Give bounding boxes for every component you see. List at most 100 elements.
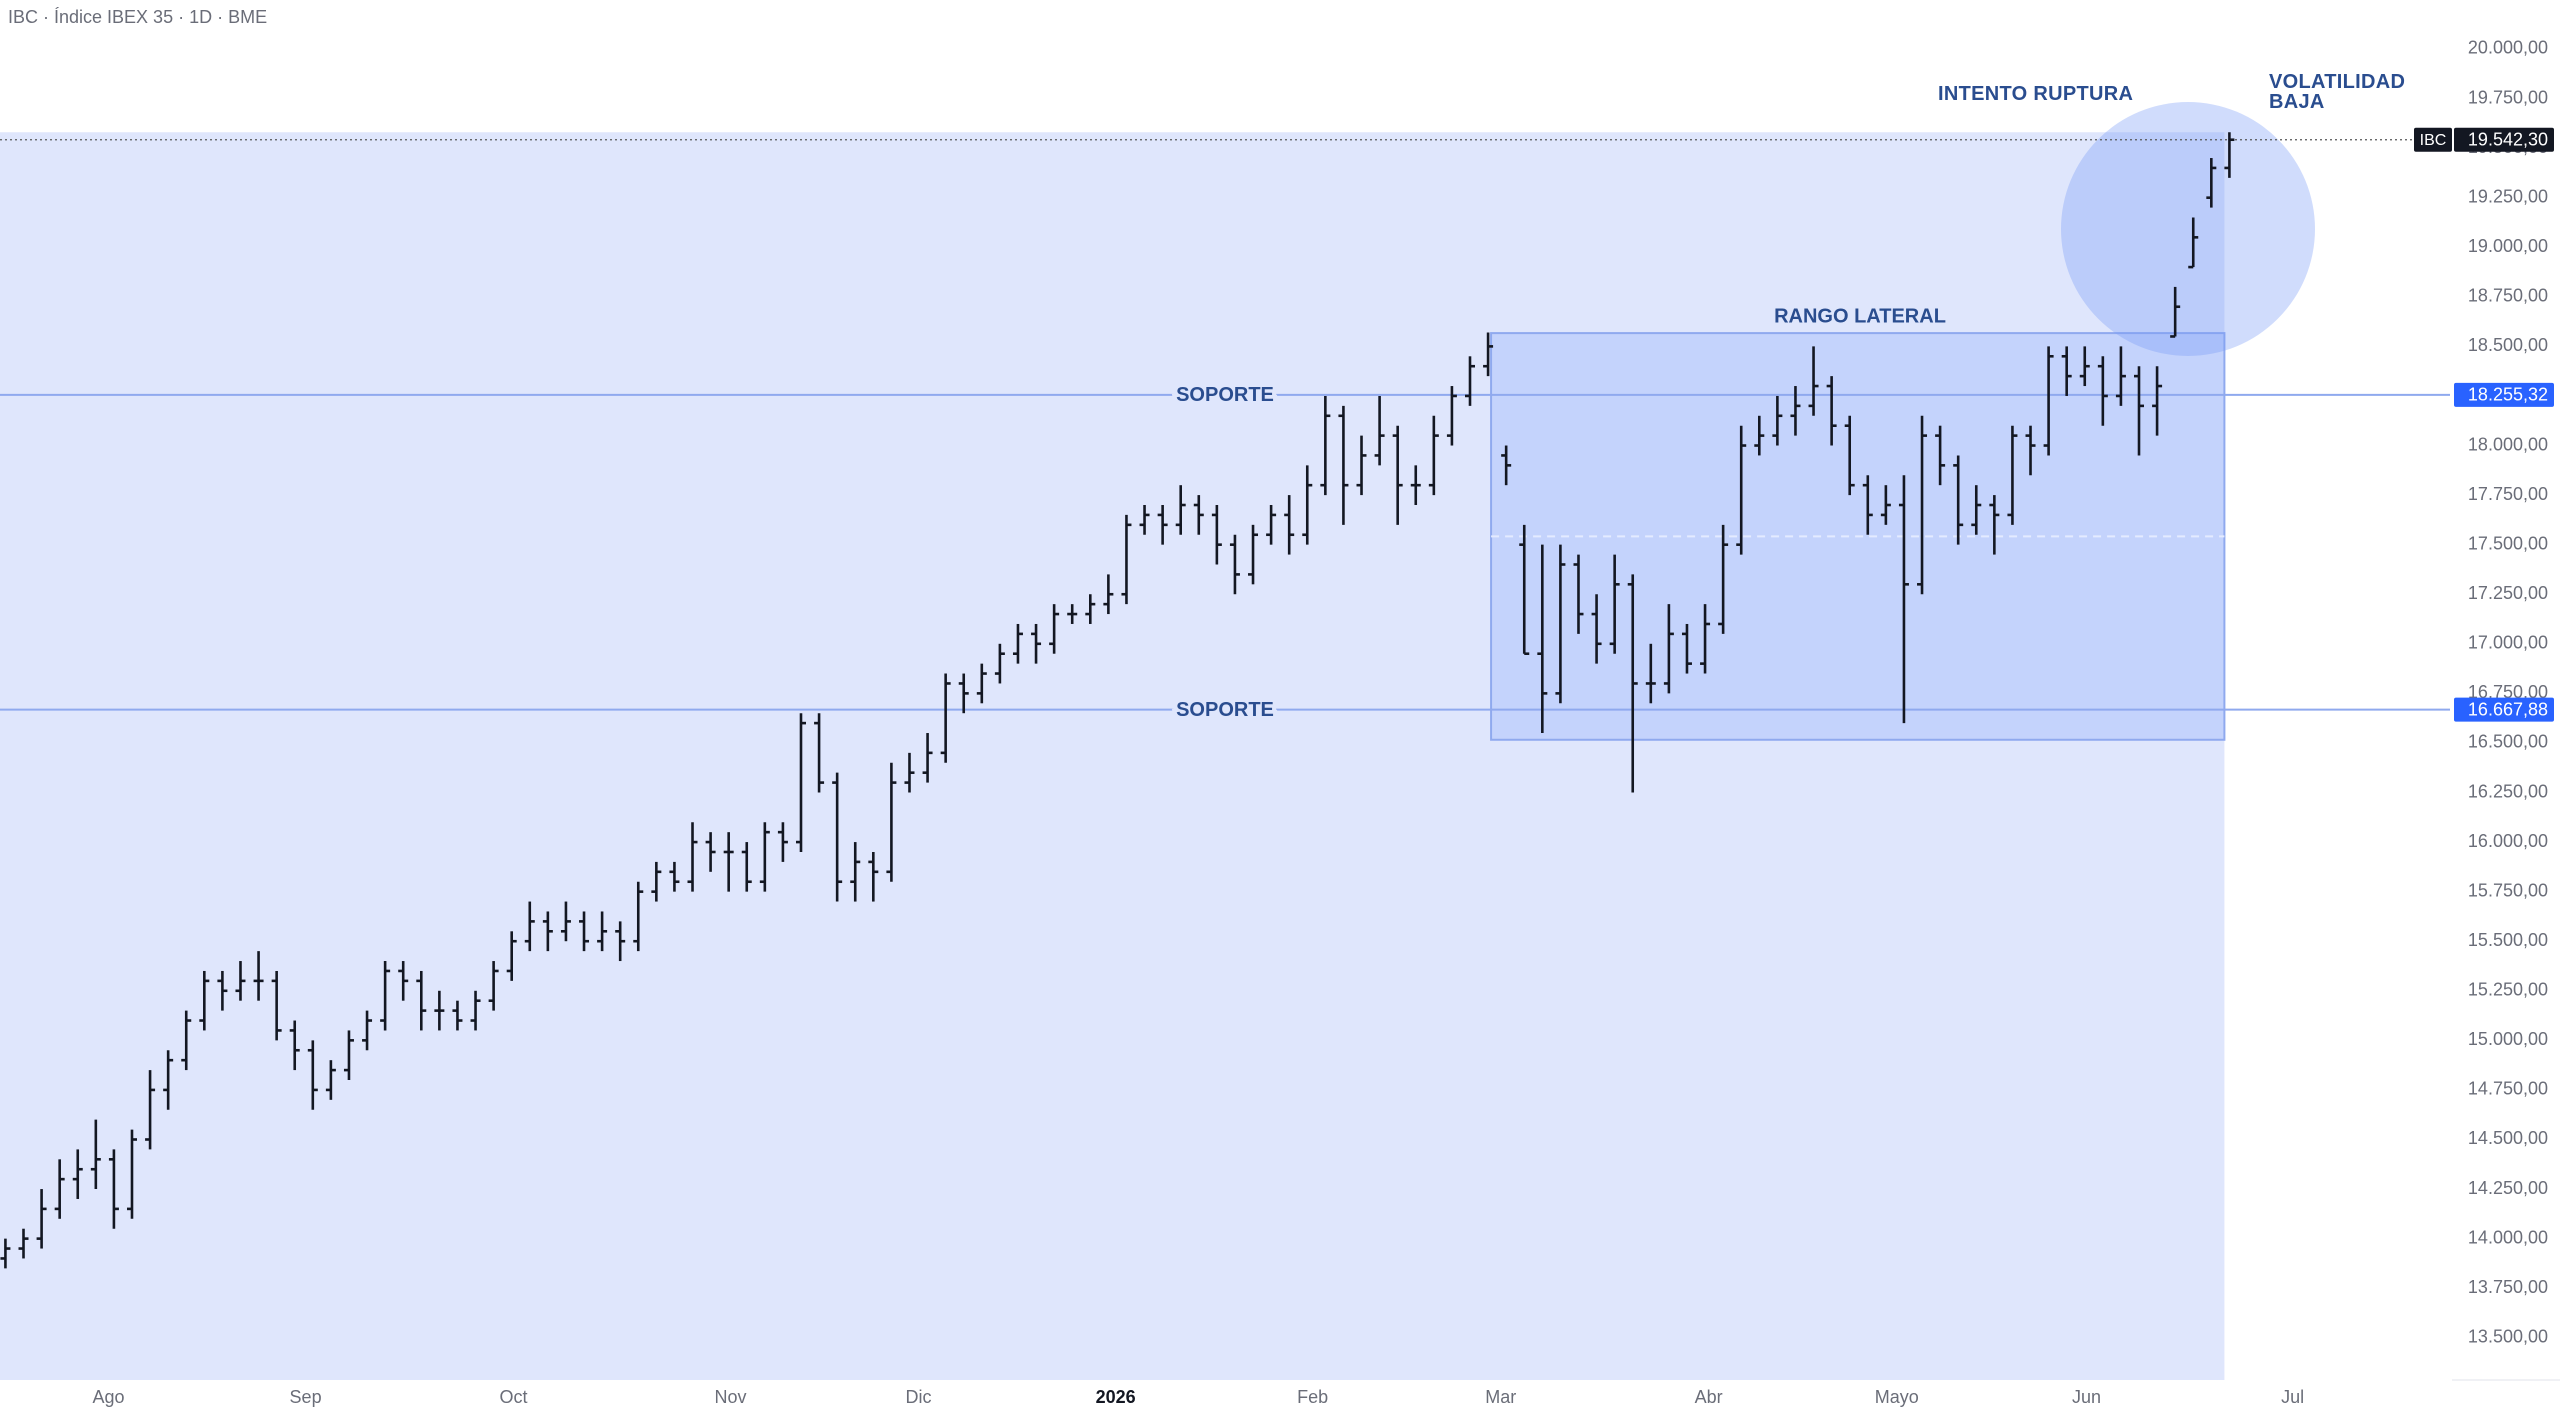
ohlc-bar — [1320, 395, 1331, 496]
y-tick-label: 15.750,00 — [2468, 880, 2548, 900]
ohlc-bar — [1772, 395, 1783, 446]
ohlc-bar — [1374, 395, 1385, 466]
price-badge — [2454, 382, 2554, 407]
ohlc-bar — [1808, 346, 1819, 416]
ohlc-bar — [524, 901, 535, 952]
ohlc-bar — [2097, 356, 2108, 426]
ohlc-bar — [651, 861, 662, 902]
ohlc-bar — [705, 832, 716, 872]
ohlc-bar — [1211, 505, 1222, 565]
ohlc-bar — [2152, 366, 2163, 436]
ohlc-bar — [1031, 623, 1042, 664]
y-tick-label: 19.250,00 — [2468, 186, 2548, 206]
ohlc-bar — [1175, 485, 1186, 535]
ohlc-bar — [1736, 425, 1747, 555]
y-tick-label: 17.500,00 — [2468, 533, 2548, 553]
price-badge-label: 18.255,32 — [2468, 385, 2548, 405]
ohlc-bar — [1139, 505, 1150, 535]
ohlc-bar — [1609, 554, 1620, 654]
ohlc-bar — [126, 1129, 137, 1219]
y-tick-label: 19.750,00 — [2468, 87, 2548, 107]
x-tick-label: Oct — [499, 1387, 527, 1407]
ohlc-bar — [1681, 623, 1692, 674]
ohlc-bar — [1302, 465, 1313, 545]
ohlc-bar — [1537, 544, 1548, 734]
y-tick-label: 16.750,00 — [2468, 682, 2548, 702]
ohlc-bar — [1193, 495, 1204, 535]
ohlc-bar — [163, 1050, 174, 1110]
ohlc-bar — [199, 970, 210, 1031]
x-tick-label: Abr — [1695, 1387, 1723, 1407]
y-tick-label: 16.500,00 — [2468, 732, 2548, 752]
y-tick-label: 13.750,00 — [2468, 1277, 2548, 1297]
chart-title: IBC · Índice IBEX 35 · 1D · BME — [8, 7, 267, 27]
ohlc-bar — [2170, 286, 2181, 338]
ohlc-bar — [1663, 604, 1674, 694]
ohlc-bar — [759, 822, 770, 892]
support-label: SOPORTE — [1176, 699, 1274, 721]
ohlc-bar — [2134, 366, 2145, 456]
ohlc-bar — [289, 1020, 300, 1071]
ohlc-bar — [1410, 465, 1421, 506]
last-price-badge — [2454, 127, 2554, 152]
ohlc-bar — [1754, 415, 1765, 456]
ohlc-bar — [976, 663, 987, 704]
ohlc-bar — [36, 1189, 47, 1249]
ohlc-bar — [434, 990, 445, 1031]
ohlc-bar — [832, 772, 843, 902]
ohlc-bar — [994, 643, 1005, 684]
ohlc-bar — [1627, 574, 1638, 793]
ohlc-bar — [1519, 524, 1530, 656]
ohlc-bar — [1392, 425, 1403, 525]
y-tick-label: 16.250,00 — [2468, 781, 2548, 801]
ohlc-bar — [777, 822, 788, 862]
y-tick-label: 13.500,00 — [2468, 1327, 2548, 1347]
x-tick-label: Ago — [92, 1387, 124, 1407]
y-tick-label: 14.000,00 — [2468, 1227, 2548, 1247]
ohlc-bar — [1917, 415, 1928, 595]
x-tick-label: Sep — [290, 1387, 322, 1407]
ohlc-bar — [922, 733, 933, 783]
ohlc-bar — [1844, 415, 1855, 496]
annotation: INTENTO RUPTURA — [1938, 83, 2134, 105]
ohlc-bar — [1103, 574, 1114, 615]
ohlc-bar — [1012, 623, 1023, 664]
ohlc-bar — [2188, 217, 2199, 269]
x-tick-label: 2026 — [1096, 1387, 1136, 1407]
ohlc-bar — [2061, 346, 2072, 396]
ohlc-bar — [452, 1000, 463, 1031]
ohlc-bar — [1700, 604, 1711, 674]
y-tick-label: 18.500,00 — [2468, 335, 2548, 355]
range-label: RANGO LATERAL — [1774, 305, 1946, 327]
ohlc-bar — [1428, 415, 1439, 496]
ohlc-bar — [18, 1228, 29, 1259]
ohlc-bar — [597, 911, 608, 952]
ohlc-bar — [560, 901, 571, 942]
ohlc-bar — [235, 961, 246, 1001]
ohlc-bar — [2206, 158, 2217, 208]
price-badge — [2454, 697, 2554, 722]
ohlc-bar — [90, 1119, 101, 1190]
y-tick-label: 14.500,00 — [2468, 1128, 2548, 1148]
y-tick-label: 15.500,00 — [2468, 930, 2548, 950]
ohlc-bar — [2007, 425, 2018, 525]
y-tick-label: 18.750,00 — [2468, 286, 2548, 306]
ohlc-bar — [0, 1238, 11, 1269]
y-tick-label: 15.000,00 — [2468, 1029, 2548, 1049]
x-tick-label: Nov — [714, 1387, 746, 1407]
y-tick-label: 14.750,00 — [2468, 1079, 2548, 1099]
ohlc-bar — [958, 673, 969, 714]
ohlc-bar — [1248, 524, 1259, 585]
ohlc-bar — [1790, 386, 1801, 436]
ohlc-bar — [362, 1010, 373, 1051]
ohlc-bar — [1555, 544, 1566, 704]
ohlc-bar — [1718, 524, 1729, 634]
ohlc-bar — [253, 951, 264, 1001]
ohlc-bar — [307, 1040, 318, 1110]
symbol-badge — [2414, 127, 2452, 152]
ohlc-bar — [108, 1149, 119, 1229]
ohlc-bar — [1049, 604, 1060, 654]
ohlc-bar — [54, 1159, 65, 1219]
ohlc-bar — [579, 911, 590, 952]
